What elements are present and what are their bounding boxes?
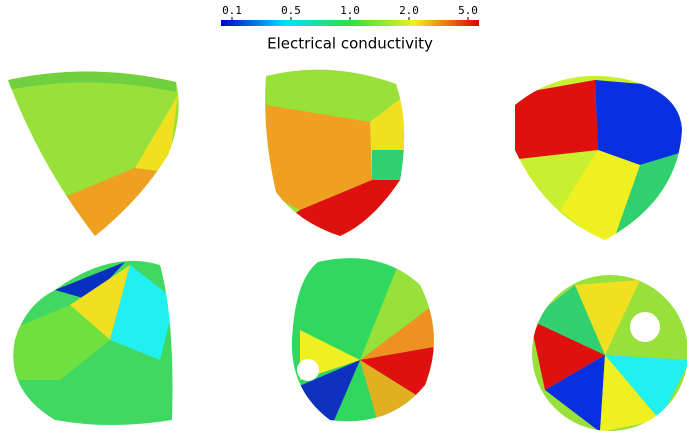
model-view-4 — [0, 250, 180, 430]
model-view-5 — [285, 245, 450, 430]
tick-label: 1.0 — [340, 4, 360, 17]
colorbar: 0.1 0.5 1.0 2.0 5.0 Electrical conductivity — [221, 4, 479, 53]
tick-label: 0.5 — [281, 4, 301, 17]
tick-label: 0.1 — [222, 4, 242, 17]
tick-label: 2.0 — [399, 4, 419, 17]
model-view-1 — [0, 60, 190, 240]
tick-label: 5.0 — [458, 4, 478, 17]
figure: 0.1 0.5 1.0 2.0 5.0 Electrical conductivity — [0, 0, 687, 440]
model-view-3 — [510, 70, 687, 250]
model-view-6 — [530, 270, 687, 435]
colorbar-label: Electrical conductivity — [267, 35, 433, 53]
model-view-2 — [260, 60, 410, 240]
colorbar-gradient — [221, 20, 479, 26]
